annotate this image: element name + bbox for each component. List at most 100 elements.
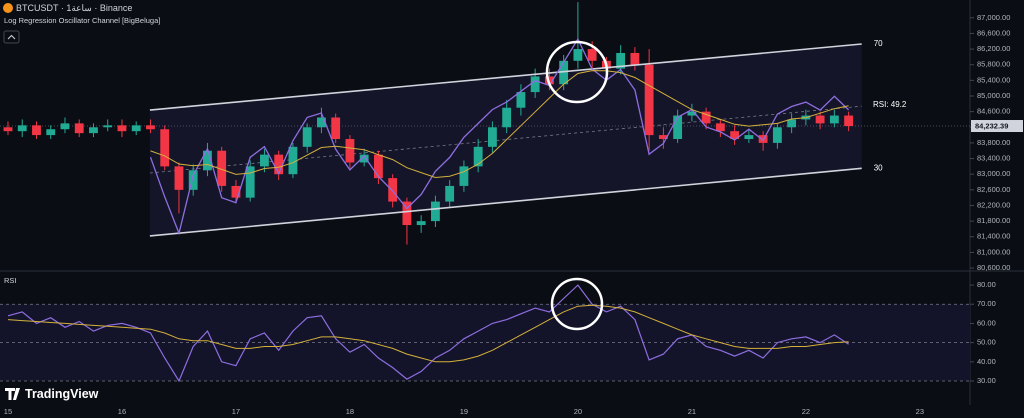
y-tick-label: 86,200.00 bbox=[977, 44, 1010, 53]
candle-body bbox=[231, 185, 241, 198]
candle-body bbox=[530, 76, 540, 93]
y-tick-label: 81,000.00 bbox=[977, 247, 1010, 256]
y-tick-label: 70.00 bbox=[977, 299, 996, 308]
y-tick-label: 83,800.00 bbox=[977, 138, 1010, 147]
candle-body bbox=[815, 115, 825, 124]
candle-body bbox=[772, 127, 782, 143]
candle-body bbox=[3, 127, 13, 132]
channel-lower bbox=[149, 167, 862, 237]
candle-body bbox=[587, 49, 597, 61]
candle-body bbox=[644, 64, 654, 136]
candle-body bbox=[60, 123, 70, 130]
candle-body bbox=[374, 154, 383, 179]
candle-body bbox=[359, 154, 369, 163]
candle-body bbox=[559, 60, 569, 85]
rsi-line bbox=[7, 304, 849, 363]
candle-body bbox=[416, 221, 426, 226]
candle-body bbox=[188, 170, 198, 190]
candle-body bbox=[616, 52, 626, 69]
symbol-title: BTCUSDT · 1ساعة · Binance bbox=[16, 3, 132, 13]
candle-body bbox=[701, 111, 711, 124]
candle-body bbox=[459, 166, 469, 186]
candle-body bbox=[658, 135, 668, 140]
candle-body bbox=[160, 129, 170, 167]
candle-body bbox=[516, 92, 526, 108]
y-tick-label: 60.00 bbox=[977, 318, 996, 327]
y-tick-label: 50.00 bbox=[977, 338, 996, 347]
candle-body bbox=[46, 129, 56, 136]
y-tick-label: 86,600.00 bbox=[977, 28, 1010, 37]
candle-body bbox=[203, 150, 212, 171]
symbol-icon bbox=[3, 3, 13, 13]
y-tick-label: 83,000.00 bbox=[977, 169, 1010, 178]
channel-upper bbox=[149, 43, 862, 111]
y-tick-label: 82,200.00 bbox=[977, 200, 1010, 209]
rsi-band bbox=[0, 304, 970, 382]
indicator-name: Log Regression Oscillator Channel [BigBe… bbox=[4, 16, 160, 25]
candle-body bbox=[487, 127, 497, 147]
candle-body bbox=[573, 49, 583, 61]
candle-body bbox=[673, 115, 683, 140]
candle-body bbox=[844, 115, 854, 127]
candle-body bbox=[74, 123, 84, 134]
candle-body bbox=[345, 139, 355, 163]
candle-body bbox=[445, 185, 455, 202]
candle-body bbox=[131, 125, 141, 132]
oscillator-line bbox=[150, 70, 849, 179]
x-tick-label: 16 bbox=[118, 407, 126, 416]
last-price-label: 84,232.39 bbox=[975, 121, 1008, 130]
candle-body bbox=[245, 166, 255, 198]
candle-body bbox=[288, 146, 298, 175]
candle-body bbox=[331, 117, 341, 140]
y-tick-label: 85,000.00 bbox=[977, 91, 1010, 100]
candle-body bbox=[730, 131, 740, 140]
channel-level-label: 30 bbox=[874, 163, 883, 172]
candle-body bbox=[260, 154, 269, 167]
rsi-pane-title: RSI bbox=[4, 276, 17, 285]
y-tick-label: 30.00 bbox=[977, 376, 996, 385]
y-tick-label: 80,600.00 bbox=[977, 263, 1010, 272]
candle-body bbox=[388, 178, 398, 202]
last-price-tag bbox=[971, 120, 1023, 133]
rsi-line bbox=[7, 284, 849, 383]
candle-body bbox=[146, 125, 155, 130]
x-tick-label: 18 bbox=[346, 407, 354, 416]
candle-body bbox=[787, 119, 797, 128]
y-tick-label: 40.00 bbox=[977, 357, 996, 366]
y-tick-label: 85,800.00 bbox=[977, 60, 1010, 69]
candle-body bbox=[431, 201, 440, 222]
candle-body bbox=[302, 127, 312, 147]
candle-body bbox=[17, 125, 27, 132]
x-tick-label: 22 bbox=[802, 407, 810, 416]
candle-body bbox=[89, 127, 98, 134]
collapse-icon bbox=[7, 34, 16, 40]
logo-icon bbox=[5, 388, 20, 400]
candle-body bbox=[715, 123, 725, 132]
candle-body bbox=[32, 125, 41, 136]
collapse-button[interactable] bbox=[3, 30, 20, 44]
candle-body bbox=[630, 52, 640, 65]
y-tick-label: 82,600.00 bbox=[977, 185, 1010, 194]
highlight-circle bbox=[550, 277, 604, 331]
y-tick-label: 85,400.00 bbox=[977, 75, 1010, 84]
y-tick-label: 81,800.00 bbox=[977, 216, 1010, 225]
y-tick-label: 87,000.00 bbox=[977, 13, 1010, 22]
x-tick-label: 23 bbox=[916, 407, 924, 416]
candle-body bbox=[317, 117, 326, 128]
y-tick-label: 84,600.00 bbox=[977, 107, 1010, 116]
rsi-value-label: RSI: 49.2 bbox=[873, 100, 907, 109]
candle-body bbox=[829, 115, 839, 124]
watermark: TradingView bbox=[25, 387, 99, 401]
candle-body bbox=[103, 125, 113, 128]
x-tick-label: 21 bbox=[688, 407, 696, 416]
candle-body bbox=[687, 111, 697, 116]
y-tick-label: 81,400.00 bbox=[977, 232, 1010, 241]
candle-body bbox=[217, 150, 227, 186]
x-tick-label: 17 bbox=[232, 407, 240, 416]
candle-body bbox=[473, 146, 483, 167]
y-tick-label: 80.00 bbox=[977, 280, 996, 289]
channel-level-label: 70 bbox=[874, 39, 883, 48]
